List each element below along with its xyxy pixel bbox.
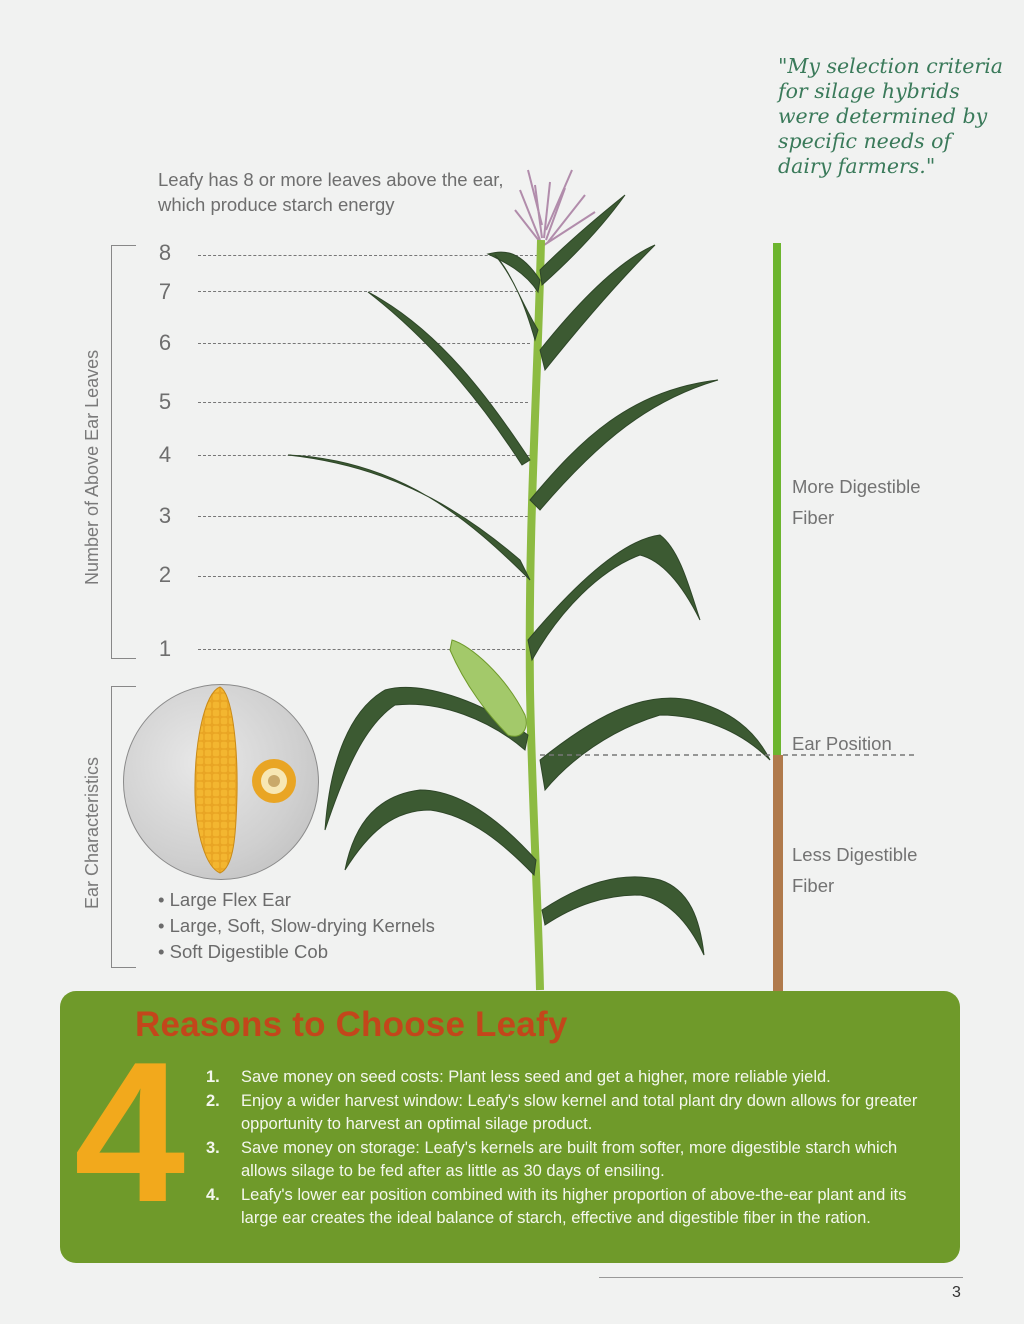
reason-number: 3. [206,1138,220,1157]
reason-text: Leafy's lower ear position combined with… [241,1185,907,1228]
tassel-icon [514,169,596,246]
leaf-number-5: 5 [158,389,172,414]
leaf-guide-4 [198,455,530,456]
leaf-guide-2 [198,576,530,577]
leaf-lower-right [539,697,771,792]
leaf-guide-5 [198,402,528,403]
reason-number: 4. [206,1185,220,1204]
dairy-quote: "My selection criteria for silage hybrid… [778,54,1003,178]
corn-ear-illustration [123,684,319,880]
reason-text: Save money on storage: Leafy's kernels a… [241,1138,898,1181]
more-digestible-bar [773,243,781,755]
reason-text: Enjoy a wider harvest window: Leafy's sl… [241,1091,918,1134]
leaf-8b [539,194,626,287]
ear-features-list: Large Flex Ear Large, Soft, Slow-drying … [158,887,435,965]
leaf-guide-3 [198,516,528,517]
big-number-four: 4 [74,1021,186,1244]
corn-plant-illustration [287,169,918,991]
less-digestible-bar [773,755,783,991]
reason-item: 4. Leafy's lower ear position combined w… [206,1184,946,1231]
leaf-number-2: 2 [158,562,172,587]
corn-cob-icon [194,686,296,874]
leaf-number-3: 3 [158,503,172,528]
leaf-1 [324,686,529,831]
leaf-7 [494,254,539,342]
leaf-2 [527,534,701,662]
leaf-3 [287,454,531,581]
leaf-4 [529,379,719,511]
leaf-number-8: 8 [158,240,172,265]
reason-number: 2. [206,1091,220,1110]
leaf-number-7: 7 [158,279,172,304]
footer-rule [599,1277,963,1278]
reasons-list: 1. Save money on seed costs: Plant less … [206,1066,946,1231]
reason-item: 2. Enjoy a wider harvest window: Leafy's… [206,1090,946,1137]
ear-feature-item: Large, Soft, Slow-drying Kernels [158,913,435,939]
page-number: 3 [952,1284,961,1301]
reason-item: 3. Save money on storage: Leafy's kernel… [206,1137,946,1184]
leaf-6 [539,244,656,372]
more-digestible-fiber-label: More Digestible Fiber [792,476,921,528]
leaf-guide-1 [198,649,530,650]
leaf-bottom-right [541,876,705,956]
leaf-8 [486,251,541,294]
leaf-5 [367,291,531,466]
reason-text: Save money on seed costs: Plant less see… [241,1068,831,1086]
reason-item: 1. Save money on seed costs: Plant less … [206,1066,946,1090]
leaf-guide-8 [198,255,538,256]
reasons-title: Reasons to Choose Leafy [135,1005,568,1044]
ear-feature-item: Large Flex Ear [158,887,435,913]
ear-bracket [111,686,136,968]
ear-position-label: Ear Position [792,733,892,754]
reasons-panel: 4 Reasons to Choose Leafy 1. Save money … [60,991,960,1263]
leaves-bracket [111,245,136,659]
corn-stalk [525,239,545,991]
leaf-number-4: 4 [158,442,172,467]
leaf-number-6: 6 [158,330,172,355]
leafy-note: Leafy has 8 or more leaves above the ear… [158,169,504,215]
leaf-guide-7 [198,291,538,292]
ear-feature-item: Soft Digestible Cob [158,939,435,965]
leaf-lower-left [344,789,537,877]
less-digestible-fiber-label: Less Digestible Fiber [792,844,918,896]
leaf-number-1: 1 [158,636,172,661]
ear-husk [449,639,527,737]
leaf-guide-6 [198,343,530,344]
reason-number: 1. [206,1068,220,1086]
